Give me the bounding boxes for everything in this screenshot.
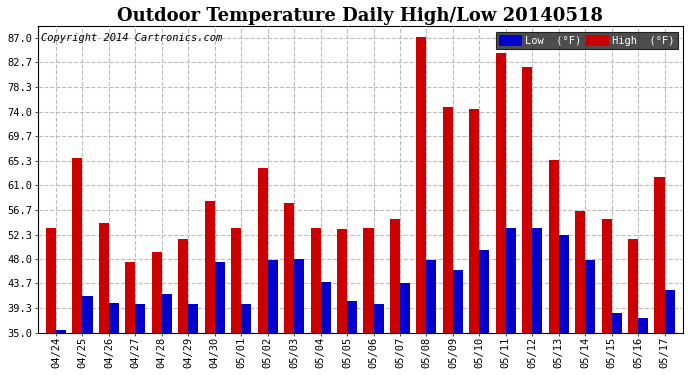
Legend: Low  (°F), High  (°F): Low (°F), High (°F) <box>495 32 678 49</box>
Bar <box>522 68 532 333</box>
Bar <box>99 223 109 333</box>
Bar <box>72 158 83 333</box>
Bar <box>373 304 384 333</box>
Bar <box>611 313 622 333</box>
Bar <box>602 219 611 333</box>
Bar <box>506 228 516 333</box>
Text: Copyright 2014 Cartronics.com: Copyright 2014 Cartronics.com <box>41 33 222 43</box>
Bar <box>162 294 172 333</box>
Bar <box>549 160 559 333</box>
Bar <box>294 259 304 333</box>
Bar <box>126 262 135 333</box>
Bar <box>215 262 225 333</box>
Bar <box>135 304 146 333</box>
Bar <box>575 211 585 333</box>
Bar <box>628 239 638 333</box>
Bar <box>188 304 198 333</box>
Bar <box>83 296 92 333</box>
Bar <box>426 260 437 333</box>
Bar <box>664 290 675 333</box>
Bar <box>453 270 463 333</box>
Bar <box>416 37 426 333</box>
Bar <box>109 303 119 333</box>
Bar <box>284 203 294 333</box>
Bar <box>321 282 331 333</box>
Bar <box>205 201 215 333</box>
Bar <box>257 168 268 333</box>
Bar <box>268 260 278 333</box>
Bar <box>337 229 347 333</box>
Bar <box>152 252 162 333</box>
Bar <box>495 53 506 333</box>
Bar <box>480 251 489 333</box>
Bar <box>400 283 410 333</box>
Bar <box>559 234 569 333</box>
Bar <box>56 330 66 333</box>
Bar <box>364 228 373 333</box>
Bar <box>443 107 453 333</box>
Bar <box>347 302 357 333</box>
Bar <box>532 228 542 333</box>
Bar <box>310 228 321 333</box>
Bar <box>469 109 480 333</box>
Bar <box>231 228 241 333</box>
Bar <box>241 304 251 333</box>
Bar <box>585 260 595 333</box>
Bar <box>178 239 188 333</box>
Bar <box>638 318 648 333</box>
Bar <box>655 177 664 333</box>
Title: Outdoor Temperature Daily High/Low 20140518: Outdoor Temperature Daily High/Low 20140… <box>117 7 603 25</box>
Bar <box>46 228 56 333</box>
Bar <box>390 219 400 333</box>
